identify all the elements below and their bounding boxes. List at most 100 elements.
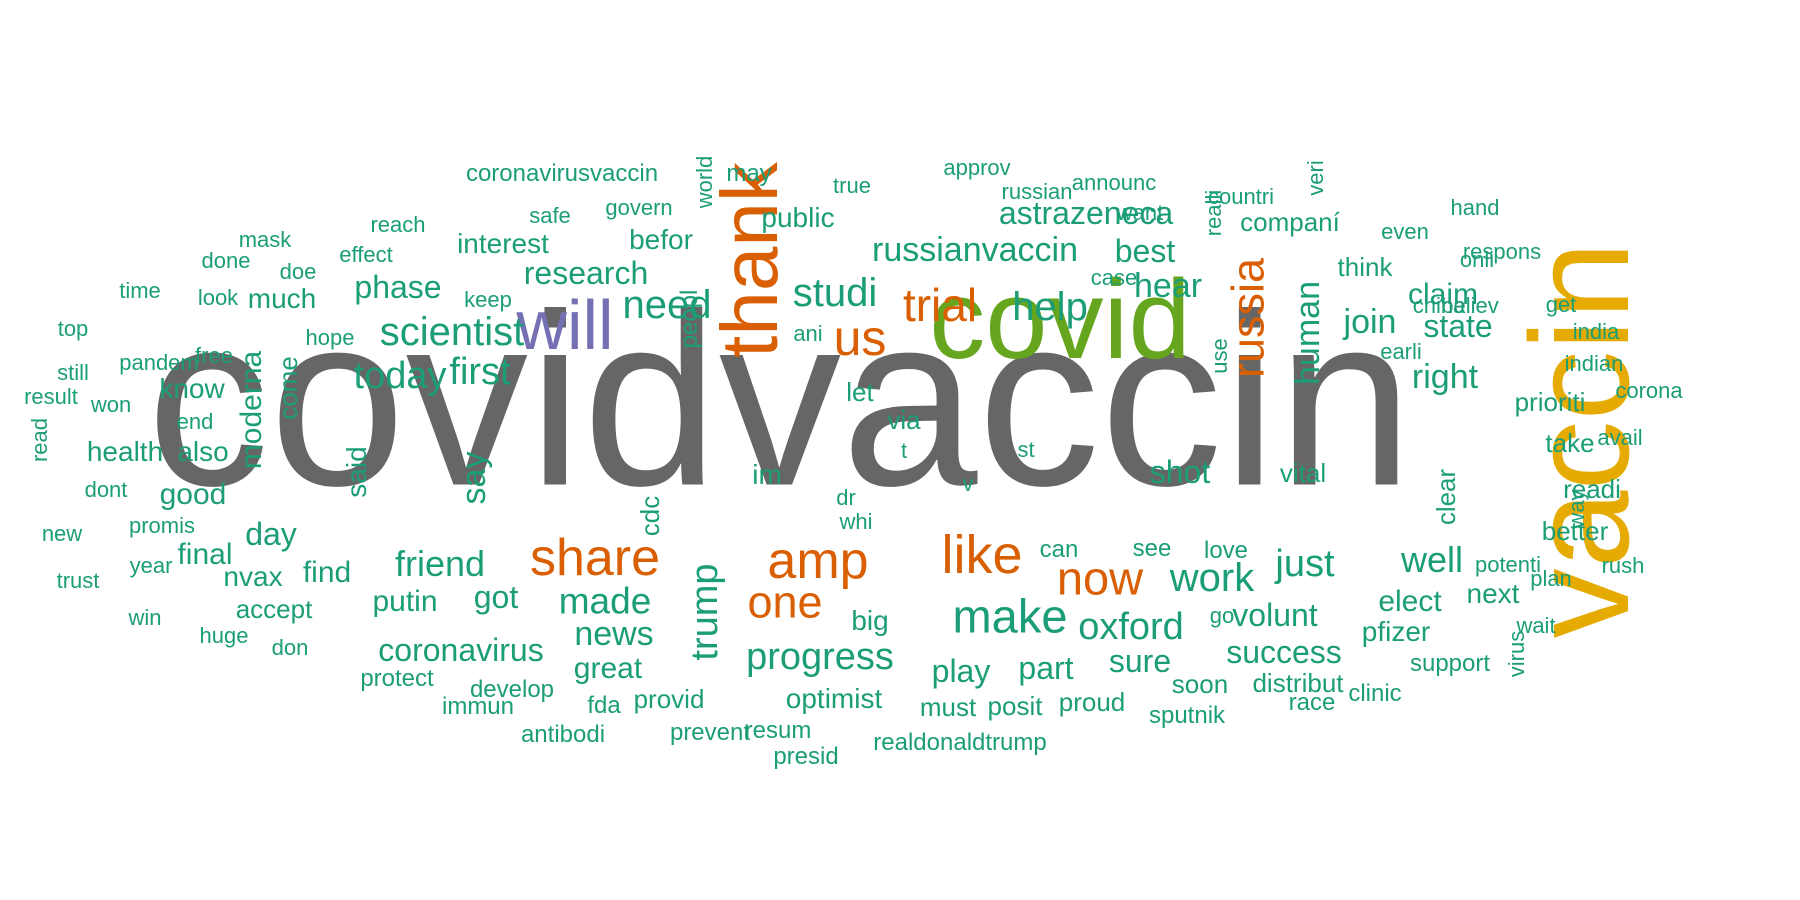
- word-166: avail: [1597, 425, 1643, 450]
- word-153: realli: [1201, 189, 1226, 237]
- word-97: realdonaldtrump: [873, 729, 1047, 756]
- word-108: t: [900, 438, 908, 463]
- word-135: end: [176, 409, 214, 434]
- word-63: interest: [457, 228, 549, 259]
- word-149: want: [1116, 200, 1164, 225]
- word-16: studi: [792, 271, 878, 315]
- word-95: resum: [744, 717, 812, 744]
- word-20: first: [449, 351, 511, 393]
- word-86: soon: [1171, 669, 1229, 699]
- word-102: love: [1203, 537, 1249, 564]
- word-131: pandem: [119, 350, 199, 375]
- word-45: best: [1114, 233, 1176, 269]
- word-44: astrazeneca: [998, 195, 1174, 231]
- word-161: use: [1207, 338, 1232, 374]
- word-78: prioriti: [1514, 387, 1586, 417]
- word-51: great: [573, 652, 643, 685]
- word-42: success: [1226, 634, 1342, 670]
- word-132: still: [57, 360, 89, 385]
- word-172: virus: [1504, 630, 1529, 678]
- word-77: vital: [1279, 458, 1327, 488]
- word-113: ani: [793, 321, 823, 346]
- word-140: trust: [56, 568, 100, 593]
- word-133: result: [24, 384, 78, 409]
- word-70: big: [851, 605, 889, 636]
- word-125: time: [119, 278, 161, 303]
- word-38: got: [473, 579, 519, 615]
- word-151: countri: [1207, 184, 1275, 209]
- word-48: play: [931, 653, 991, 689]
- word-155: hand: [1450, 195, 1500, 220]
- word-168: rush: [1601, 553, 1645, 578]
- word-91: immun: [441, 693, 515, 720]
- word-40: coronavirus: [378, 632, 544, 668]
- word-31: right: [1411, 358, 1479, 396]
- word-69: im: [752, 459, 782, 490]
- word-103: see: [1132, 535, 1172, 562]
- word-169: potenti: [1474, 552, 1542, 577]
- word-65: befor: [629, 224, 693, 255]
- word-28: research: [523, 255, 649, 291]
- word-170: plan: [1530, 566, 1572, 591]
- word-134: won: [90, 392, 132, 417]
- word-119: safe: [529, 203, 571, 228]
- word-80: better: [1541, 516, 1609, 546]
- word-141: year: [129, 553, 173, 578]
- word-57: health: [86, 436, 164, 467]
- word-53: elect: [1378, 585, 1442, 618]
- word-146: approv: [943, 155, 1011, 180]
- word-14: make: [952, 589, 1068, 643]
- word-89: develop: [469, 676, 555, 703]
- word-101: support: [1409, 650, 1491, 677]
- word-150: case: [1090, 265, 1138, 290]
- word-171: wait: [1516, 613, 1556, 638]
- word-128: hope: [305, 325, 355, 350]
- word-92: fda: [587, 692, 621, 719]
- word-167: way: [1564, 489, 1589, 529]
- word-43: state: [1423, 308, 1493, 344]
- word-64: public: [761, 202, 835, 233]
- word-145: true: [833, 173, 871, 198]
- word-160: get: [1545, 292, 1577, 317]
- word-148: announc: [1071, 170, 1157, 195]
- word-152: veri: [1303, 160, 1328, 196]
- word-94: prevent: [669, 719, 751, 746]
- word-21: work: [1169, 556, 1255, 600]
- word-25: progress: [746, 636, 894, 678]
- word-90: protect: [360, 665, 434, 692]
- word-41: volunt: [1232, 597, 1318, 633]
- word-123: done: [201, 248, 251, 273]
- word-109: v: [962, 471, 974, 496]
- word-162: earli: [1380, 339, 1422, 364]
- word-34: well: [1400, 539, 1464, 580]
- word-164: indian: [1564, 351, 1624, 376]
- word-122: mask: [238, 227, 292, 252]
- word-67: optimist: [785, 683, 883, 714]
- word-157: respons: [1462, 239, 1542, 264]
- word-27: russianvaccin: [872, 231, 1078, 269]
- word-71: cdc: [635, 495, 665, 537]
- word-62: much: [247, 283, 317, 314]
- word-68: pfizer: [1361, 616, 1431, 647]
- word-147: russian: [1001, 179, 1073, 204]
- word-54: day: [245, 516, 297, 552]
- word-11: us: [833, 310, 887, 366]
- word-158: believ: [1441, 293, 1499, 318]
- word-96: presid: [773, 743, 839, 770]
- word-83: must: [919, 692, 977, 722]
- word-37: say: [455, 451, 493, 505]
- word-55: find: [302, 556, 352, 589]
- word-72: clear: [1431, 468, 1461, 526]
- word-116: may: [726, 160, 772, 187]
- word-19: today: [353, 355, 447, 397]
- word-39: news: [574, 615, 654, 653]
- word-137: dont: [84, 477, 128, 502]
- word-138: new: [41, 521, 83, 546]
- word-118: govern: [605, 195, 673, 220]
- word-84: posit: [987, 691, 1043, 721]
- word-154: even: [1381, 219, 1429, 244]
- word-126: look: [197, 285, 239, 310]
- word-33: just: [1275, 543, 1335, 585]
- word-13: russia: [1222, 257, 1274, 379]
- word-99: race: [1288, 689, 1336, 716]
